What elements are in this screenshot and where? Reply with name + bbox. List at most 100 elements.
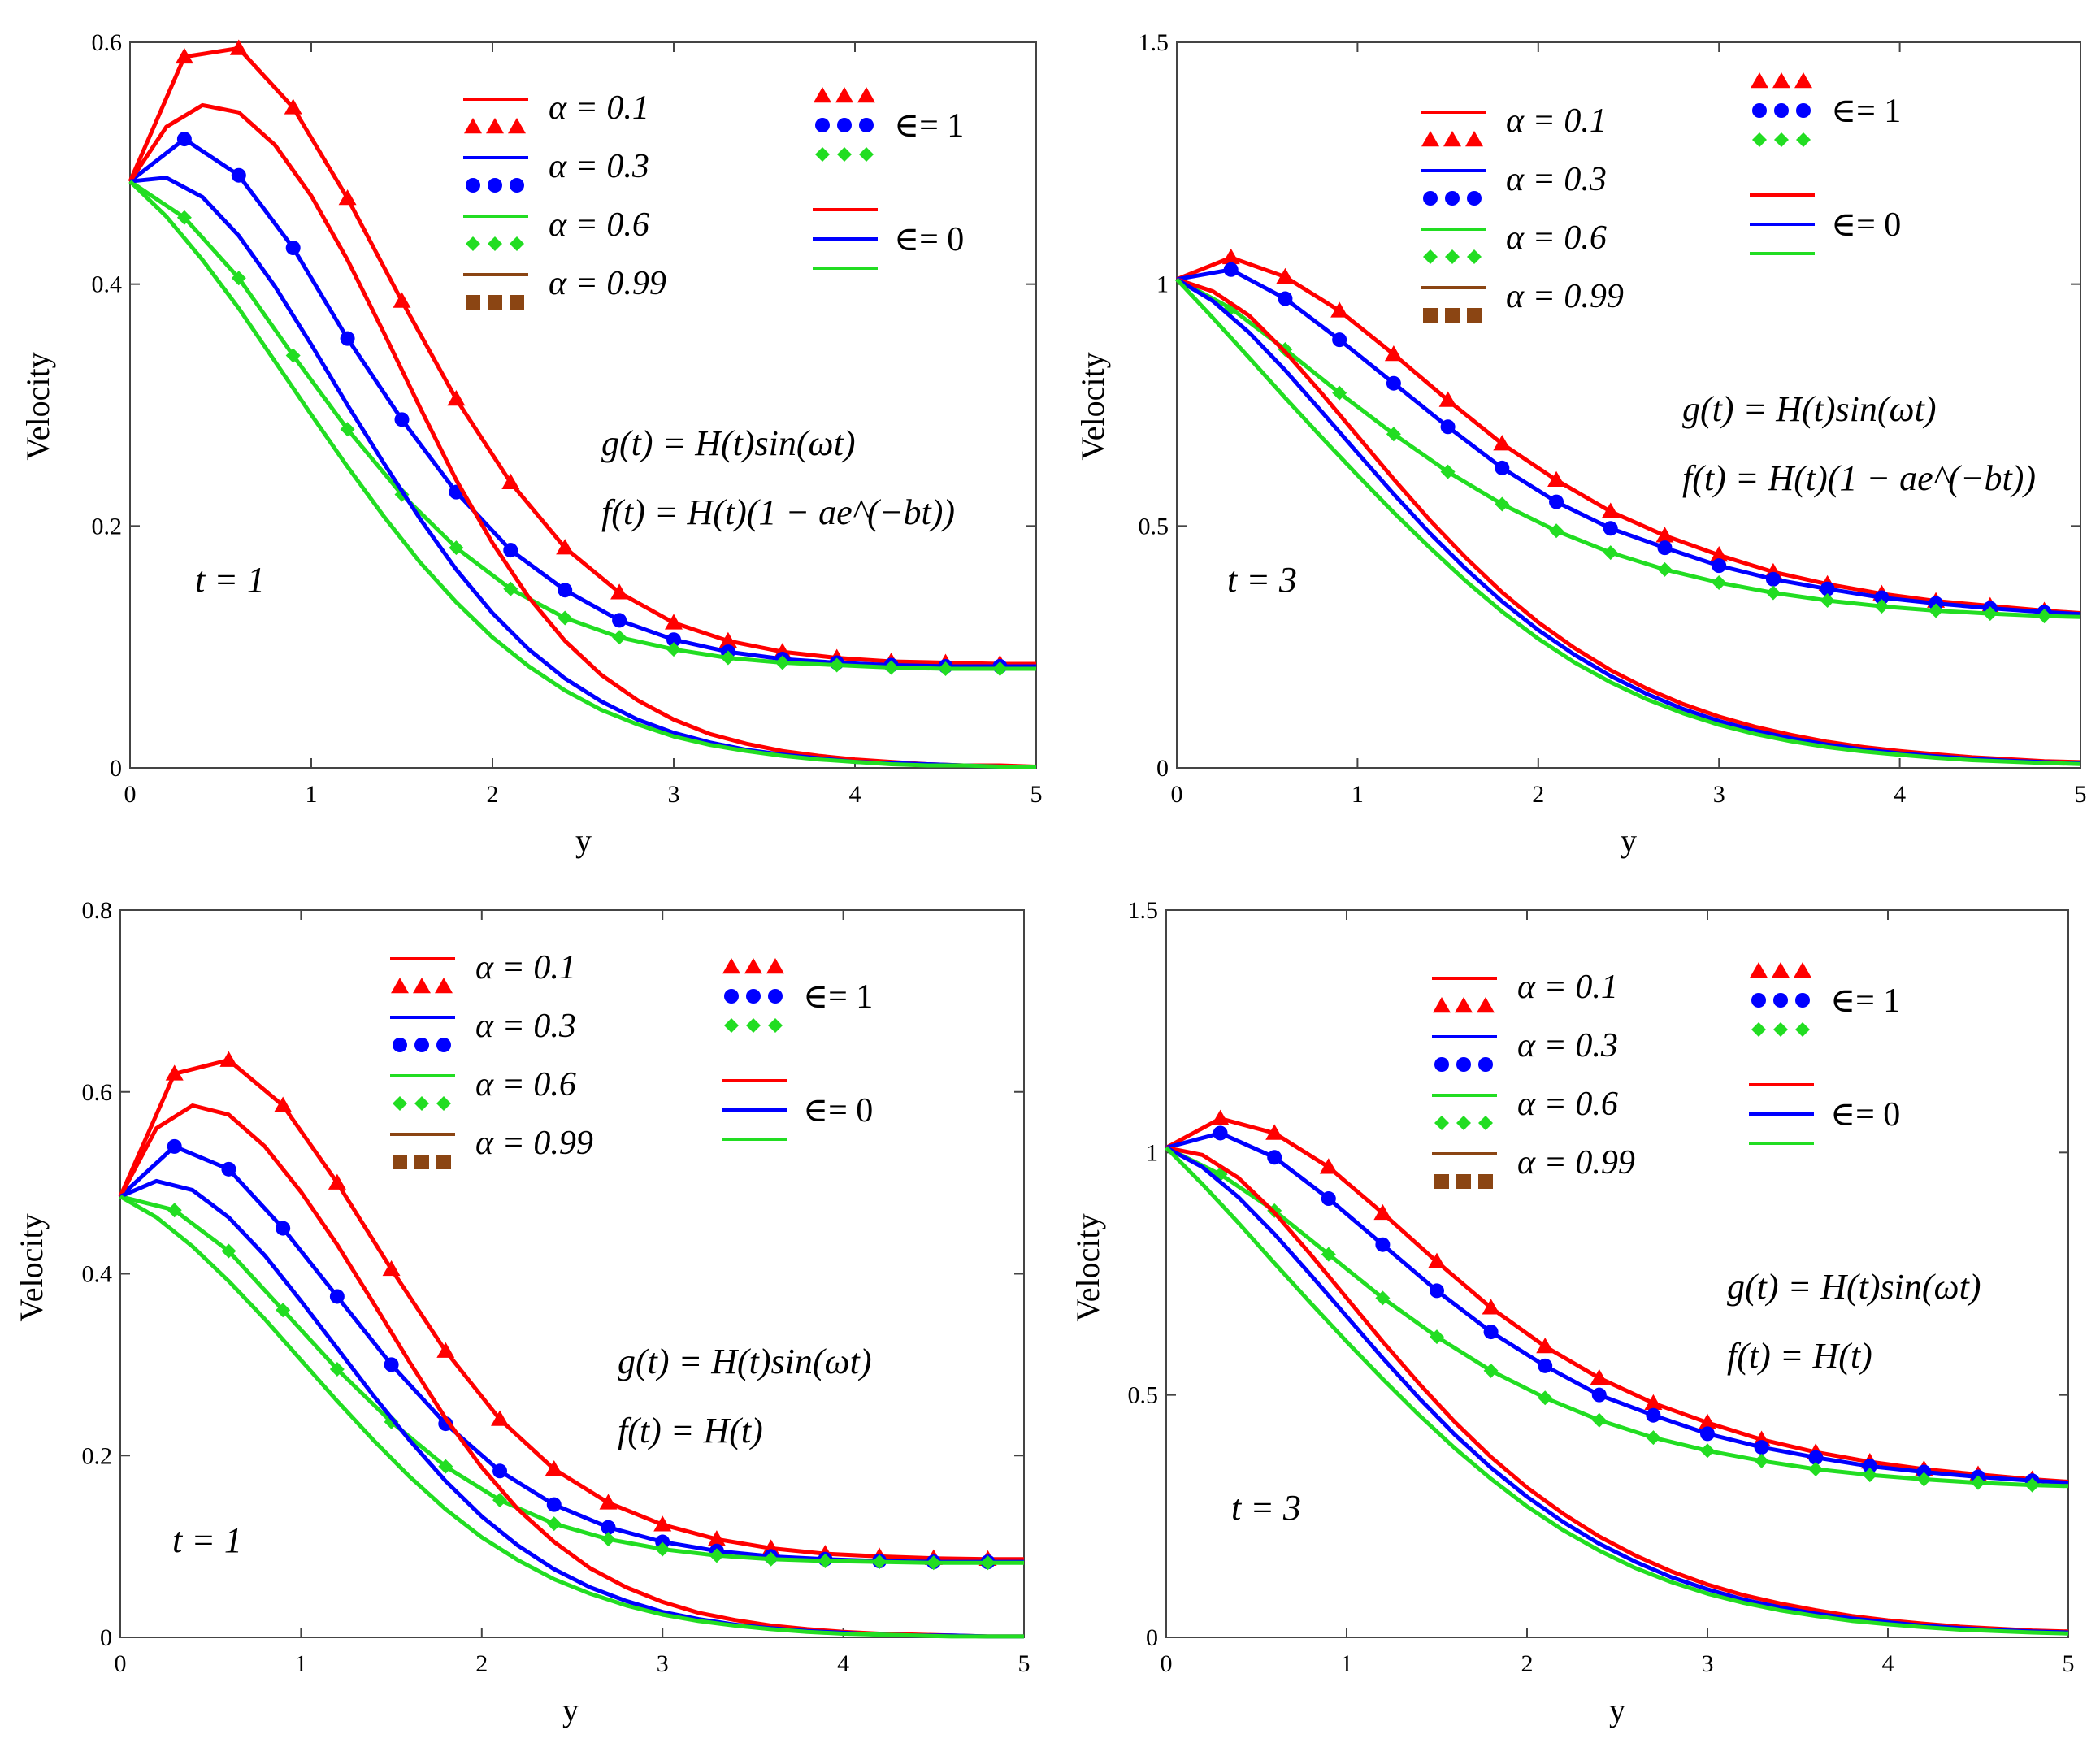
series-line-1 bbox=[1165, 1131, 2069, 1485]
y-tick-label: 0.2 bbox=[92, 513, 123, 540]
series-line-2 bbox=[128, 180, 1036, 671]
data-point-1 bbox=[1862, 1459, 1877, 1474]
data-point-1 bbox=[1538, 1358, 1553, 1373]
x-tick-label: 4 bbox=[1882, 1650, 1894, 1677]
series-line-2 bbox=[119, 1194, 1024, 1565]
series-line-5 bbox=[1175, 277, 2081, 766]
legend-marker bbox=[1434, 1174, 1449, 1189]
legend-marker bbox=[436, 1155, 451, 1169]
legend-marker bbox=[1478, 1057, 1493, 1072]
data-point-2 bbox=[384, 1414, 399, 1429]
y-tick-label: 0 bbox=[1146, 1624, 1158, 1651]
data-point-0 bbox=[653, 1515, 672, 1532]
time-annotation: t = 1 bbox=[172, 1520, 242, 1560]
equation-annotation: g(t) = H(t)sin(ωt) bbox=[618, 1342, 871, 1381]
legend-marker bbox=[1477, 997, 1495, 1013]
data-point-2 bbox=[666, 642, 681, 657]
data-point-1 bbox=[329, 1289, 345, 1304]
x-tick-label: 5 bbox=[2063, 1650, 2075, 1677]
data-point-0 bbox=[219, 1051, 238, 1067]
legend-label: α = 0.3 bbox=[1517, 1027, 1618, 1064]
x-axis-label: y bbox=[1621, 822, 1637, 859]
legend-eps-marker bbox=[1795, 1022, 1810, 1037]
data-point-0 bbox=[382, 1260, 401, 1277]
data-point-1 bbox=[1874, 590, 1890, 605]
data-point-2 bbox=[438, 1459, 453, 1474]
legend-marker bbox=[466, 295, 480, 310]
legend-marker bbox=[466, 236, 480, 251]
legend-marker bbox=[1456, 1174, 1471, 1189]
data-point-1 bbox=[384, 1357, 399, 1372]
data-point-2 bbox=[1386, 427, 1401, 442]
legend-label: α = 0.3 bbox=[475, 1008, 576, 1045]
data-point-0 bbox=[1699, 1413, 1716, 1429]
equation-annotation: g(t) = H(t)sin(ωt) bbox=[1682, 389, 1936, 429]
data-point-2 bbox=[1982, 606, 1998, 622]
legend-eps-marker bbox=[1796, 132, 1811, 147]
data-point-0 bbox=[1547, 470, 1566, 488]
series-line-0 bbox=[1176, 255, 2081, 615]
legend-eps-marker bbox=[724, 1018, 739, 1033]
series-line-0 bbox=[118, 1058, 1024, 1562]
data-point-2 bbox=[329, 1361, 345, 1377]
legend-marker bbox=[1423, 308, 1438, 323]
data-point-2 bbox=[546, 1516, 562, 1532]
data-point-2 bbox=[221, 1243, 236, 1259]
legend-marker bbox=[1443, 131, 1461, 147]
y-tick-label: 0.6 bbox=[82, 1079, 113, 1106]
legend-marker bbox=[488, 236, 502, 251]
legend-marker bbox=[393, 1096, 407, 1111]
legend-marker bbox=[1478, 1174, 1493, 1189]
legend-label: α = 0.3 bbox=[549, 148, 649, 185]
legend-marker bbox=[1467, 249, 1482, 264]
series-line-2 bbox=[1175, 277, 2081, 619]
data-point-2 bbox=[980, 1555, 996, 1571]
data-point-2 bbox=[1765, 585, 1781, 601]
plot-frame bbox=[129, 41, 1037, 769]
legend-marker bbox=[1456, 1116, 1471, 1130]
legend-marker bbox=[1445, 308, 1460, 323]
data-point-2 bbox=[938, 661, 953, 676]
data-point-2 bbox=[285, 348, 301, 363]
series-line-5 bbox=[128, 180, 1036, 769]
data-point-2 bbox=[1808, 1461, 1824, 1476]
legend-eps-marker bbox=[1772, 962, 1790, 978]
legend-label: α = 0.6 bbox=[475, 1066, 576, 1103]
data-point-1 bbox=[601, 1520, 616, 1535]
data-point-0 bbox=[545, 1460, 563, 1476]
legend-eps-marker bbox=[857, 87, 875, 103]
equation-annotation: f(t) = H(t)(1 − ae^(−bt)) bbox=[1682, 458, 2036, 498]
equation-annotation: f(t) = H(t) bbox=[1727, 1336, 1872, 1376]
data-point-2 bbox=[1440, 464, 1456, 479]
data-point-0 bbox=[229, 39, 248, 55]
data-point-2 bbox=[276, 1303, 291, 1318]
x-tick-label: 1 bbox=[295, 1650, 307, 1677]
data-point-1 bbox=[1754, 1440, 1769, 1455]
x-tick-label: 0 bbox=[124, 781, 137, 808]
time-annotation: t = 1 bbox=[195, 560, 265, 600]
data-point-0 bbox=[1373, 1203, 1392, 1221]
legend-marker bbox=[488, 295, 502, 310]
legend-marker bbox=[413, 978, 431, 994]
legend-eps-marker bbox=[1750, 962, 1768, 978]
legend-eps-marker bbox=[1772, 72, 1790, 89]
legend-marker bbox=[1455, 997, 1473, 1013]
data-point-1 bbox=[1657, 540, 1673, 556]
x-tick-label: 5 bbox=[1018, 1650, 1030, 1677]
equation-annotation: g(t) = H(t)sin(ωt) bbox=[601, 423, 855, 463]
legend-label: α = 0.6 bbox=[1517, 1086, 1618, 1123]
plot-frame bbox=[1176, 41, 2081, 769]
legend-eps-marker bbox=[837, 118, 852, 132]
data-point-1 bbox=[285, 241, 301, 256]
data-point-2 bbox=[926, 1555, 941, 1571]
series-line-1 bbox=[128, 137, 1036, 669]
y-tick-label: 0.4 bbox=[92, 271, 123, 298]
data-point-2 bbox=[1483, 1363, 1499, 1378]
legend-marker bbox=[1465, 131, 1483, 147]
x-tick-label: 4 bbox=[849, 781, 861, 808]
series-line-5 bbox=[119, 1195, 1024, 1639]
x-tick-label: 3 bbox=[1702, 1650, 1714, 1677]
data-point-2 bbox=[449, 540, 464, 556]
legend-marker bbox=[510, 295, 524, 310]
data-point-0 bbox=[1655, 527, 1674, 543]
